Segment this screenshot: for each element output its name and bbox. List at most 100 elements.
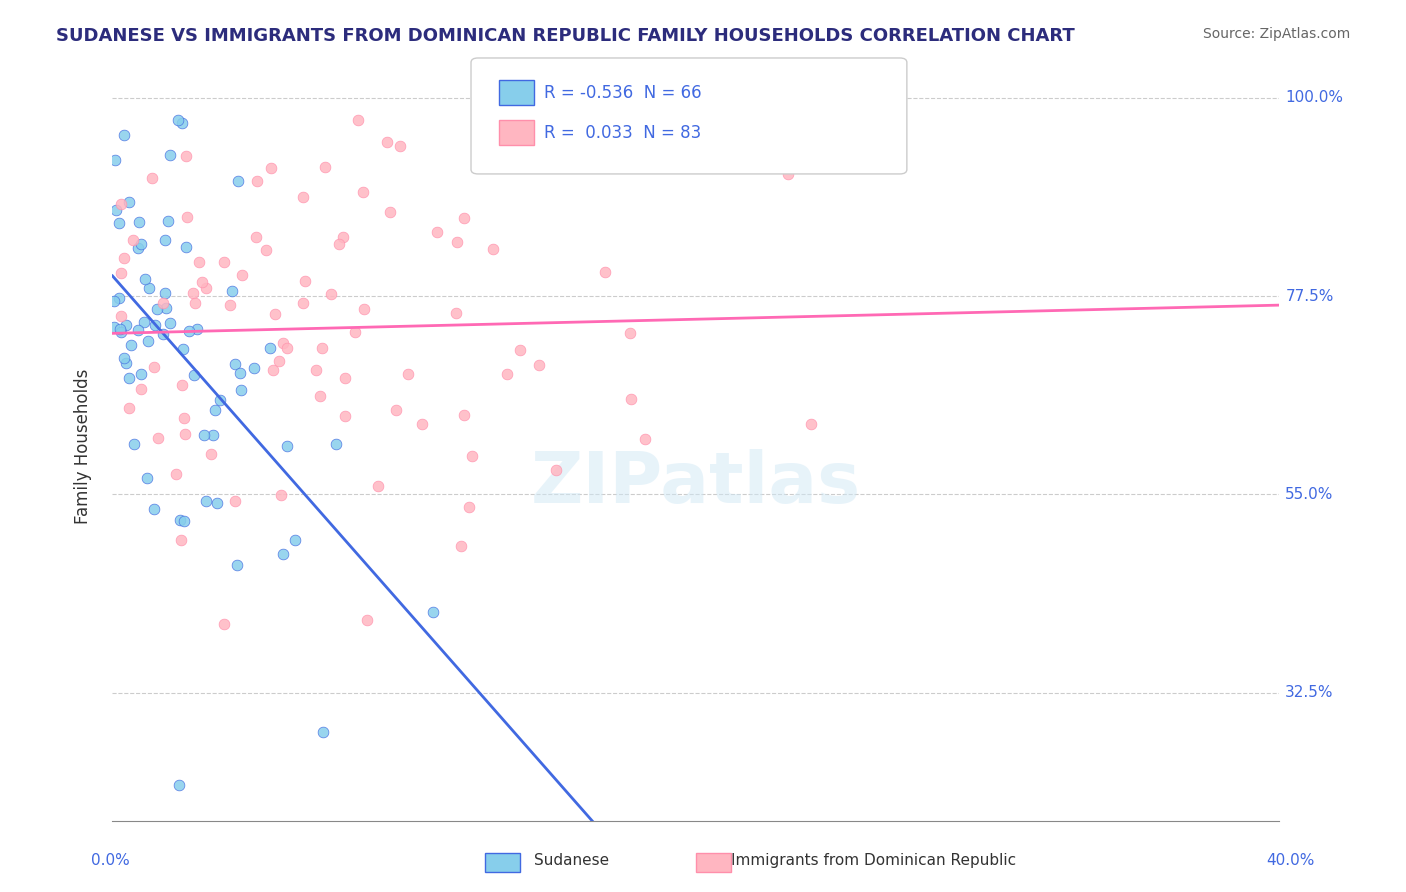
Point	[174, 426, 197, 441]
Point	[353, 301, 375, 316]
Point	[152, 326, 174, 341]
Point	[202, 428, 225, 442]
Point	[127, 241, 149, 255]
Point	[221, 284, 243, 298]
Point	[458, 500, 481, 514]
Point	[224, 357, 246, 371]
Point	[284, 533, 307, 548]
Point	[142, 359, 165, 374]
Point	[165, 467, 187, 481]
Point	[194, 281, 217, 295]
Point	[263, 307, 285, 321]
Point	[352, 185, 374, 199]
Point	[181, 285, 204, 300]
Point	[496, 368, 519, 382]
Point	[104, 202, 127, 217]
Point	[262, 362, 284, 376]
Point	[129, 236, 152, 251]
Point	[110, 325, 132, 339]
Text: R = -0.536  N = 66: R = -0.536 N = 66	[544, 84, 702, 102]
Point	[200, 447, 222, 461]
Point	[117, 194, 139, 209]
Point	[173, 411, 195, 425]
Point	[146, 301, 169, 316]
Point	[450, 539, 472, 553]
Text: 0.0%: 0.0%	[91, 854, 131, 868]
Point	[112, 251, 135, 265]
Point	[122, 234, 145, 248]
Text: Source: ZipAtlas.com: Source: ZipAtlas.com	[1202, 27, 1350, 41]
Point	[260, 161, 283, 176]
Point	[347, 113, 370, 128]
Point	[103, 319, 125, 334]
Point	[110, 266, 132, 280]
Point	[143, 502, 166, 516]
Point	[104, 153, 127, 167]
Point	[148, 431, 170, 445]
Point	[174, 240, 197, 254]
Point	[112, 128, 135, 142]
Point	[193, 428, 215, 442]
Point	[335, 371, 357, 385]
Point	[108, 216, 131, 230]
Point	[270, 487, 292, 501]
Point	[453, 408, 475, 422]
Point	[176, 211, 198, 225]
Point	[378, 204, 401, 219]
Text: SUDANESE VS IMMIGRANTS FROM DOMINICAN REPUBLIC FAMILY HOUSEHOLDS CORRELATION CHA: SUDANESE VS IMMIGRANTS FROM DOMINICAN RE…	[56, 27, 1076, 45]
Point	[461, 450, 484, 464]
Point	[276, 341, 298, 355]
Text: Sudanese: Sudanese	[534, 854, 609, 868]
Point	[226, 173, 249, 187]
Point	[231, 383, 253, 397]
Point	[194, 493, 217, 508]
Point	[204, 403, 226, 417]
Point	[385, 403, 408, 417]
Point	[444, 306, 467, 320]
Text: ZIPatlas: ZIPatlas	[531, 449, 860, 518]
Point	[229, 366, 252, 380]
Point	[134, 272, 156, 286]
Text: R =  0.033  N = 83: R = 0.033 N = 83	[544, 124, 702, 142]
Point	[136, 334, 159, 348]
Point	[132, 315, 155, 329]
Point	[173, 514, 195, 528]
Point	[312, 725, 335, 739]
Point	[294, 274, 316, 288]
Point	[557, 138, 579, 153]
Text: Family Households: Family Households	[75, 368, 93, 524]
Point	[231, 268, 253, 282]
Point	[328, 236, 350, 251]
Point	[619, 326, 641, 340]
Point	[129, 367, 152, 381]
Point	[183, 368, 205, 383]
Point	[174, 149, 197, 163]
Point	[367, 479, 389, 493]
Point	[188, 255, 211, 269]
Point	[245, 230, 267, 244]
Point	[291, 190, 314, 204]
Point	[108, 322, 131, 336]
Point	[218, 297, 240, 311]
Point	[172, 378, 194, 392]
Point	[212, 254, 235, 268]
Point	[254, 243, 277, 257]
Point	[593, 265, 616, 279]
Point	[411, 417, 433, 431]
Point	[529, 358, 551, 372]
Point	[153, 286, 176, 301]
Point	[115, 318, 138, 333]
Point	[127, 323, 149, 337]
Point	[776, 167, 799, 181]
Point	[426, 225, 449, 239]
Point	[311, 341, 333, 355]
Point	[155, 301, 177, 315]
Point	[319, 287, 342, 301]
Point	[800, 417, 823, 431]
Point	[209, 392, 232, 407]
Point	[122, 437, 145, 451]
Point	[184, 295, 207, 310]
Point	[375, 135, 398, 149]
Point	[305, 363, 328, 377]
Point	[103, 294, 125, 309]
